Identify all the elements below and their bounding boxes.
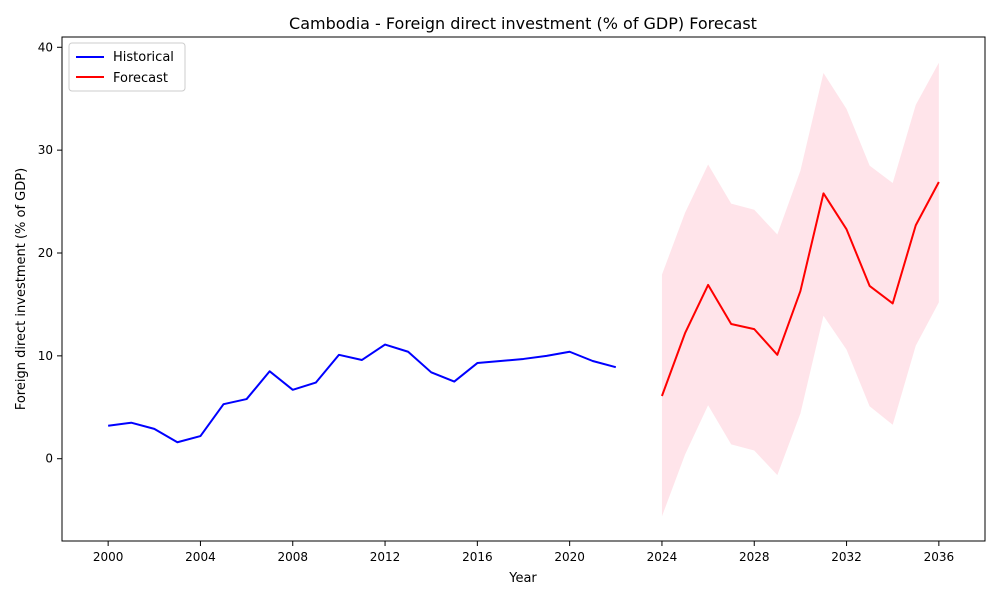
x-tick-label: 2036	[924, 550, 955, 564]
x-tick-label: 2024	[647, 550, 678, 564]
x-tick-label: 2008	[277, 550, 308, 564]
x-axis-ticks: 2000 2004 2008 2012 2016 2020 2024 2028 2032 2036	[93, 541, 954, 564]
x-axis-label: Year	[508, 571, 537, 586]
legend: Historical Forecast	[68, 42, 186, 92]
historical-series-line	[108, 343, 617, 444]
forecast-series-line	[661, 181, 940, 397]
x-tick-label: 2004	[185, 550, 216, 564]
y-tick-label: 0	[45, 452, 53, 466]
y-tick-label: 40	[38, 40, 53, 54]
y-axis-ticks: 0 10 20 30 40	[38, 40, 62, 466]
x-tick-label: 2000	[93, 550, 124, 564]
legend-label-forecast: Forecast	[113, 71, 168, 86]
x-tick-label: 2012	[370, 550, 401, 564]
x-tick-label: 2032	[831, 550, 862, 564]
y-tick-label: 10	[38, 349, 53, 363]
series-line-layer	[108, 181, 940, 444]
y-axis-label: Foreign direct investment (% of GDP)	[14, 168, 29, 410]
x-tick-label: 2028	[739, 550, 770, 564]
chart-title: Cambodia - Foreign direct investment (% …	[289, 14, 757, 33]
x-tick-label: 2020	[554, 550, 585, 564]
plot-area-frame	[61, 36, 986, 542]
y-tick-label: 30	[38, 143, 53, 157]
y-tick-label: 20	[38, 246, 53, 260]
x-tick-label: 2016	[462, 550, 493, 564]
legend-box	[68, 42, 186, 92]
legend-label-historical: Historical	[113, 50, 174, 65]
